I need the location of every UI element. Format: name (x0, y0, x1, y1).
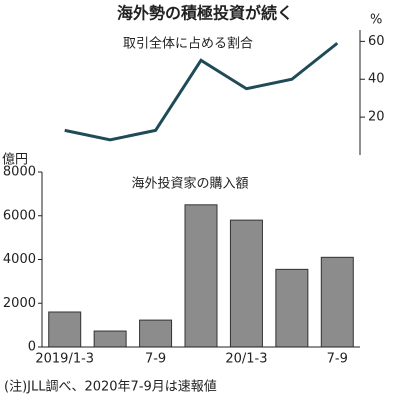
y-tick-label: 60 (368, 34, 385, 49)
line-subtitle: 取引全体に占める割合 (123, 36, 253, 52)
line-unit: % (370, 13, 382, 28)
bar (320, 256, 354, 348)
chart-title: 海外勢の積極投資が続く (117, 4, 293, 23)
bar-subtitle: 海外投資家の購入額 (131, 176, 248, 192)
y-tick-label: 40 (368, 72, 385, 87)
x-tick-label: 7-9 (327, 352, 348, 367)
bar (229, 219, 263, 348)
bar (184, 204, 218, 348)
bar (275, 268, 309, 348)
bar-unit: 億円 (2, 152, 28, 168)
y-tick-label: 0 (28, 340, 36, 355)
line (64, 42, 339, 142)
y-tick-label: 2000 (3, 296, 36, 311)
y-tick-label: 20 (368, 110, 385, 125)
y-tick-label: 6000 (3, 208, 36, 223)
bar (48, 311, 82, 348)
x-tick-label: 20/1-3 (225, 352, 267, 367)
x-tick-label: 2019/1-3 (35, 352, 94, 367)
y-tick-label: 4000 (3, 252, 36, 267)
bar (139, 319, 173, 348)
x-tick-label: 7-9 (145, 352, 166, 367)
note: (注)JLL調べ、2020年7-9月は速報値 (4, 379, 217, 395)
y-tick-label: 8000 (3, 165, 36, 180)
bar (93, 330, 127, 348)
